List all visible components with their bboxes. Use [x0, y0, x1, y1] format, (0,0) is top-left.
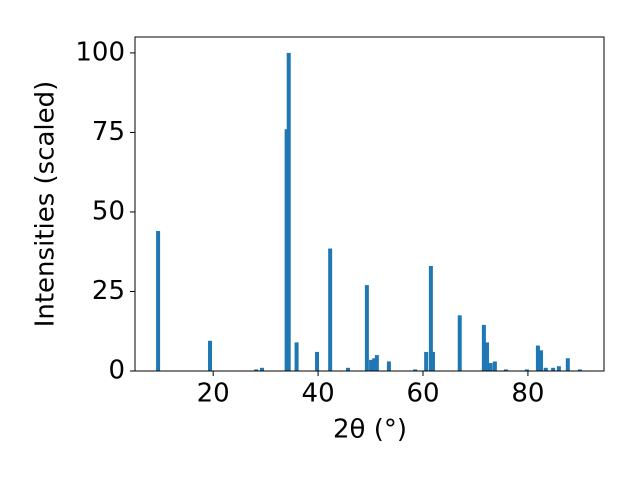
bar — [345, 367, 350, 371]
bar — [543, 367, 548, 371]
x-tick-label: 60 — [406, 379, 439, 409]
x-tick-label: 40 — [302, 379, 335, 409]
y-tick-label: 25 — [92, 276, 125, 306]
bar — [208, 340, 213, 371]
bar — [413, 369, 418, 371]
bar — [524, 369, 529, 371]
y-tick-label: 75 — [92, 117, 125, 147]
bar — [556, 366, 561, 371]
bar — [156, 231, 161, 371]
bar — [488, 363, 493, 371]
x-tick-label: 80 — [511, 379, 544, 409]
bar — [485, 342, 490, 371]
y-tick-label: 100 — [75, 37, 125, 67]
bar — [457, 315, 462, 371]
bar — [565, 358, 570, 371]
y-tick-label: 0 — [108, 356, 125, 386]
bar — [294, 342, 299, 371]
x-tick-label: 20 — [197, 379, 230, 409]
plot-frame — [134, 36, 605, 372]
bar — [535, 345, 540, 371]
bar — [481, 324, 486, 371]
bar — [364, 285, 369, 371]
bar — [284, 129, 289, 371]
bar — [254, 369, 259, 371]
bar — [577, 369, 582, 371]
bar — [551, 367, 556, 371]
bar — [503, 369, 508, 371]
bar — [492, 361, 497, 371]
bar — [374, 355, 379, 371]
bar — [424, 351, 429, 371]
x-axis-label: 2θ (°) — [333, 415, 407, 445]
bar — [430, 351, 435, 371]
y-axis-label: Intensities (scaled) — [31, 81, 61, 328]
bar — [386, 361, 391, 371]
bar — [369, 359, 374, 371]
bar — [328, 248, 333, 371]
bar — [315, 351, 320, 371]
y-tick-label: 50 — [92, 196, 125, 226]
bar — [286, 52, 291, 372]
bar — [428, 266, 433, 371]
bar — [539, 350, 544, 371]
bar — [372, 358, 377, 371]
bar — [259, 367, 264, 371]
